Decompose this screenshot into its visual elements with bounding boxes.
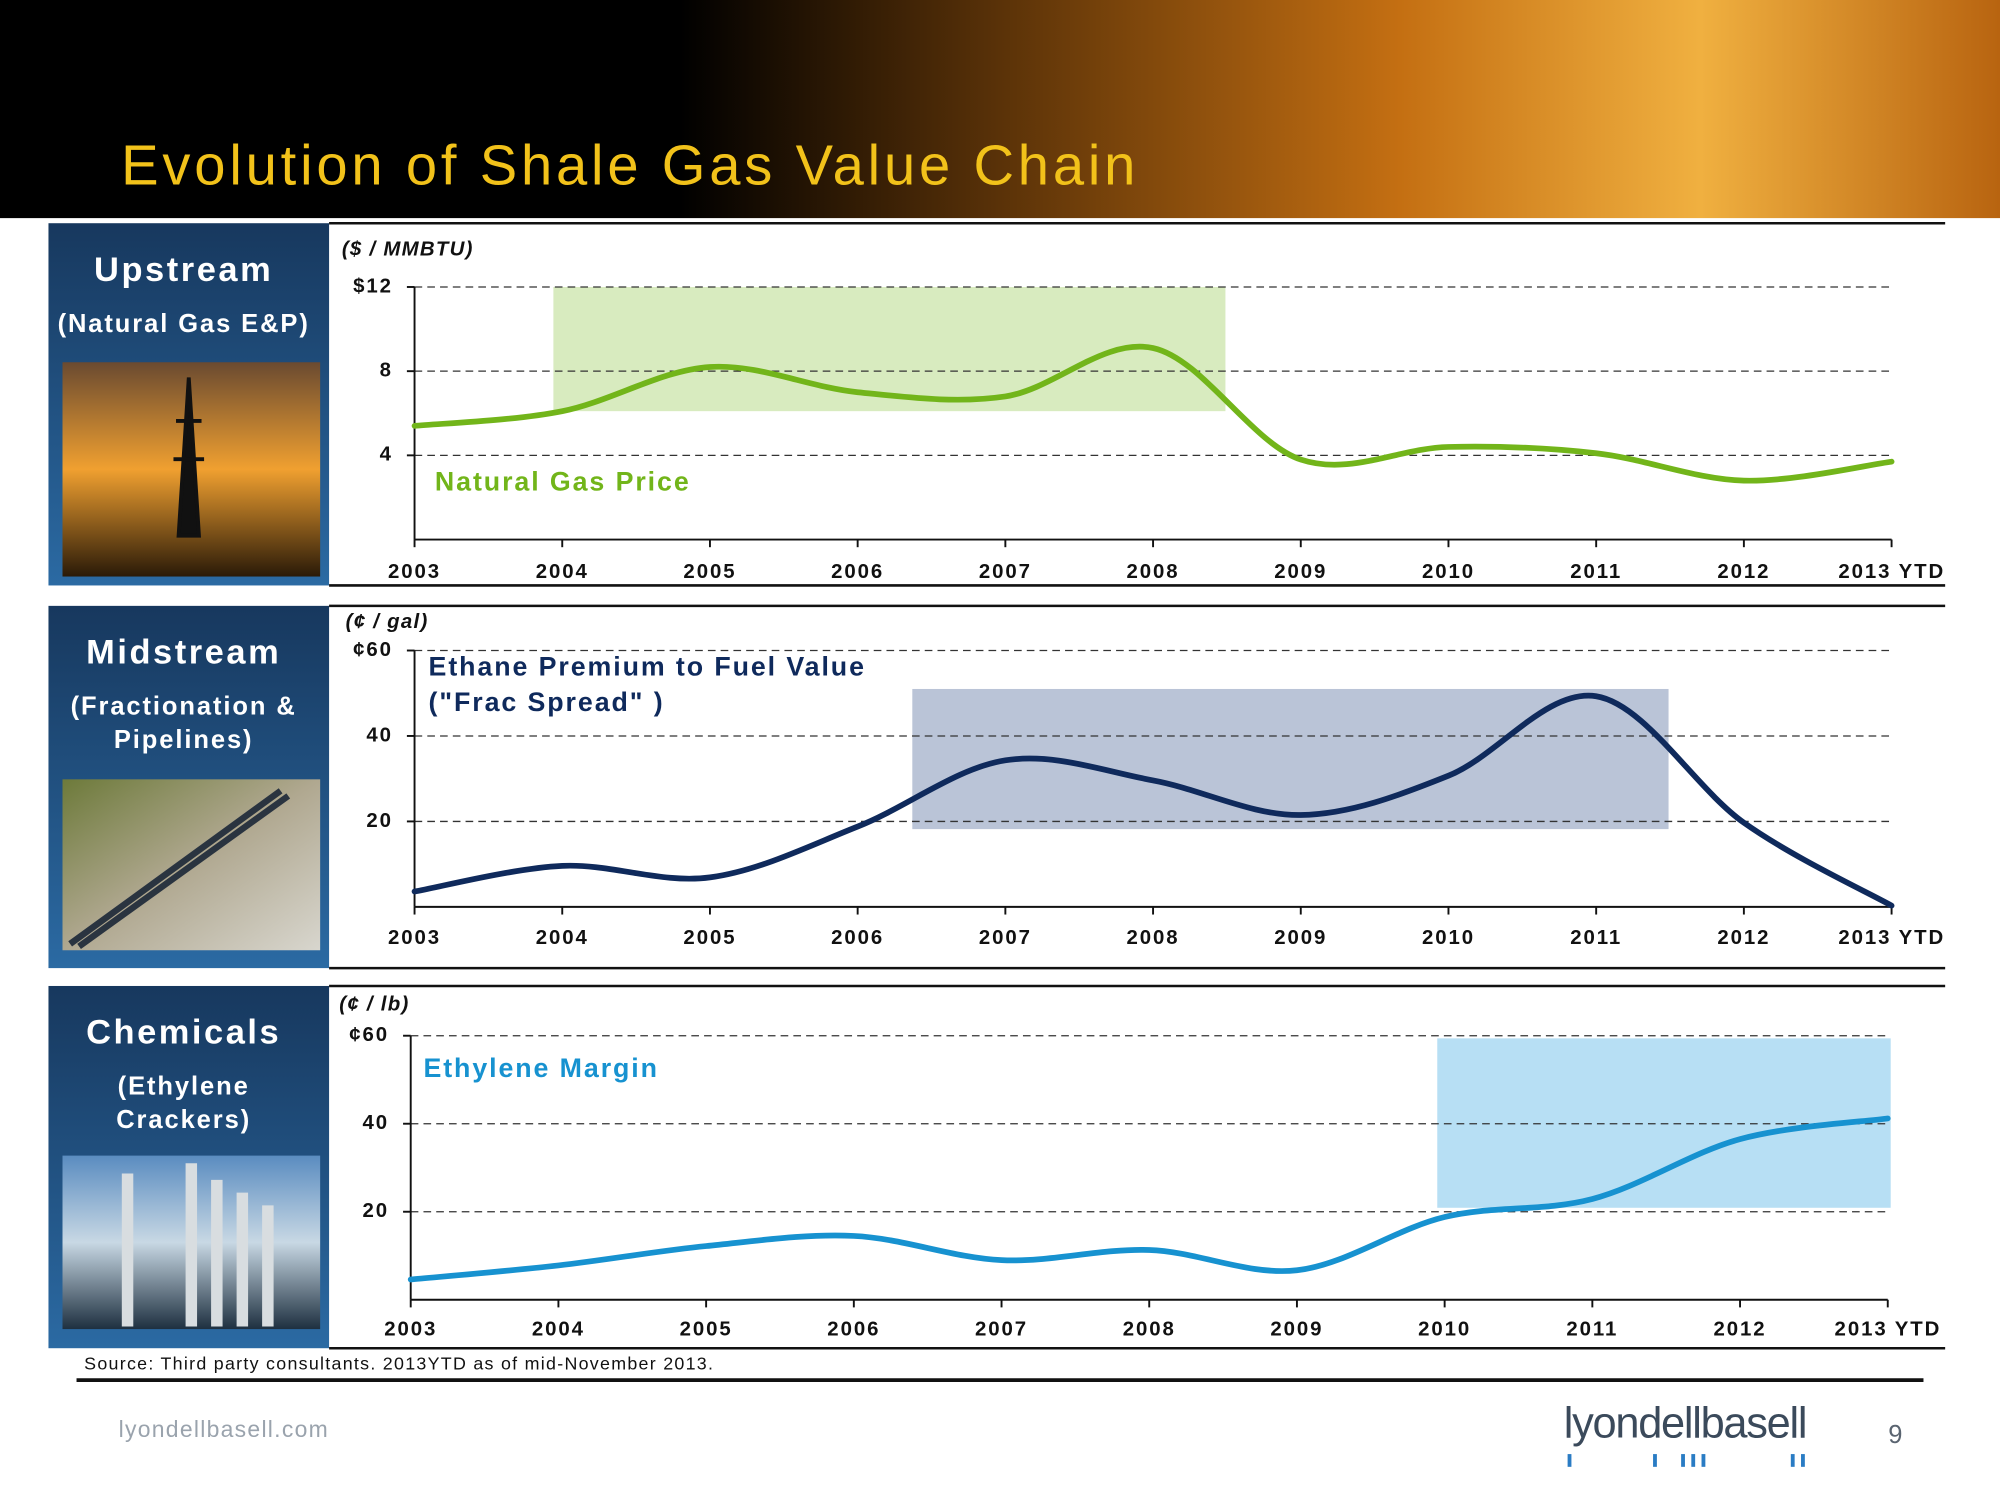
- y-tick-label: 40: [363, 1112, 390, 1134]
- x-tick-label: 2003: [384, 1319, 437, 1341]
- x-tick-label: 2006: [831, 927, 884, 949]
- unit-label: ($ / MMBTU): [342, 238, 474, 260]
- x-tick-label: 2011: [1566, 1319, 1618, 1341]
- x-tick-label: 2008: [1127, 561, 1180, 583]
- x-tick-label: 2009: [1270, 1319, 1323, 1341]
- unit-label: (¢ / gal): [346, 611, 429, 633]
- x-tick-label: 2013 YTD: [1838, 927, 1945, 949]
- series-line: [411, 343, 1895, 484]
- x-tick-label: 2007: [975, 1319, 1028, 1341]
- y-tick-label: 20: [363, 1200, 390, 1222]
- chart: 4 8 $12 2003 2004 2005 2006 2007 2008 2009 2010 201…: [342, 238, 1945, 583]
- x-tick-label: 2012: [1717, 561, 1770, 583]
- panel-subtitle: Pipelines): [114, 726, 254, 754]
- chart: 20 40 ¢60 2003 2004 2005 2006 2007 2008 2009 2010 2…: [339, 993, 1942, 1341]
- x-tick-label: 2007: [979, 561, 1032, 583]
- panel-subtitle: (Natural Gas E&P): [58, 310, 310, 338]
- x-tick-label: 2007: [979, 927, 1032, 949]
- website: lyondellbasell.com: [119, 1416, 329, 1442]
- logo: lyondellbasell: [1564, 1399, 1806, 1447]
- x-tick-label: 2006: [827, 1319, 880, 1341]
- y-tick-label: 8: [380, 360, 393, 382]
- y-tick-label: ¢60: [353, 639, 393, 661]
- x-tick-label: 2006: [831, 561, 884, 583]
- series-label: Ethane Premium to Fuel Value: [429, 651, 866, 681]
- x-tick-label: 2011: [1570, 561, 1622, 583]
- page-title: Evolution of Shale Gas Value Chain: [121, 133, 1139, 196]
- x-tick-label: 2009: [1274, 561, 1327, 583]
- x-tick-label: 2012: [1717, 927, 1770, 949]
- y-tick-label: 4: [380, 444, 393, 466]
- panel-title: Midstream: [86, 633, 281, 671]
- x-tick-label: 2013 YTD: [1835, 1319, 1942, 1341]
- panel-subtitle: Crackers): [116, 1106, 251, 1134]
- x-tick-label: 2013 YTD: [1838, 561, 1945, 583]
- x-tick-label: 2004: [536, 927, 589, 949]
- panel-title: Upstream: [94, 251, 273, 289]
- y-tick-label: 20: [366, 810, 393, 832]
- x-tick-label: 2011: [1570, 927, 1622, 949]
- highlight-region: [1437, 1038, 1891, 1208]
- unit-label: (¢ / lb): [339, 993, 409, 1015]
- x-tick-label: 2008: [1127, 927, 1180, 949]
- panel-title: Chemicals: [86, 1014, 281, 1052]
- panel-subtitle: (Fractionation &: [71, 693, 297, 721]
- header-band: [0, 0, 2000, 219]
- x-tick-label: 2009: [1274, 927, 1327, 949]
- y-tick-label: ¢60: [349, 1024, 389, 1046]
- panel-frames: [48, 221, 1946, 1350]
- x-tick-label: 2005: [683, 561, 736, 583]
- x-tick-label: 2010: [1422, 561, 1475, 583]
- x-tick-label: 2005: [680, 1319, 733, 1341]
- source-note: Source: Third party consultants. 2013YTD…: [84, 1354, 714, 1374]
- photo: [173, 377, 205, 538]
- x-tick-label: 2003: [388, 561, 441, 583]
- x-tick-label: 2004: [532, 1319, 585, 1341]
- y-tick-label: $12: [353, 275, 393, 297]
- x-tick-label: 2004: [536, 561, 589, 583]
- x-tick-label: 2005: [683, 927, 736, 949]
- annotation: ("Frac Spread" ): [429, 687, 665, 717]
- photo: [68, 788, 291, 950]
- x-tick-label: 2008: [1123, 1319, 1176, 1341]
- chart: 20 40 ¢60 2003 2004 2005 2006 2007 2008 2009 2010 2…: [346, 611, 1945, 949]
- series-line: [407, 1115, 1891, 1283]
- y-tick-label: 40: [366, 724, 393, 746]
- series-label: Natural Gas Price: [435, 466, 691, 496]
- x-tick-label: 2003: [388, 927, 441, 949]
- series-label: Ethylene Margin: [423, 1053, 658, 1083]
- x-tick-label: 2010: [1418, 1319, 1471, 1341]
- logo-bars: [1567, 1454, 1805, 1467]
- x-tick-label: 2012: [1714, 1319, 1767, 1341]
- page-number: 9: [1888, 1421, 1902, 1449]
- x-tick-label: 2010: [1422, 927, 1475, 949]
- series-line: [411, 692, 1895, 909]
- photo: [121, 1163, 274, 1327]
- panel-subtitle: (Ethylene: [118, 1073, 250, 1101]
